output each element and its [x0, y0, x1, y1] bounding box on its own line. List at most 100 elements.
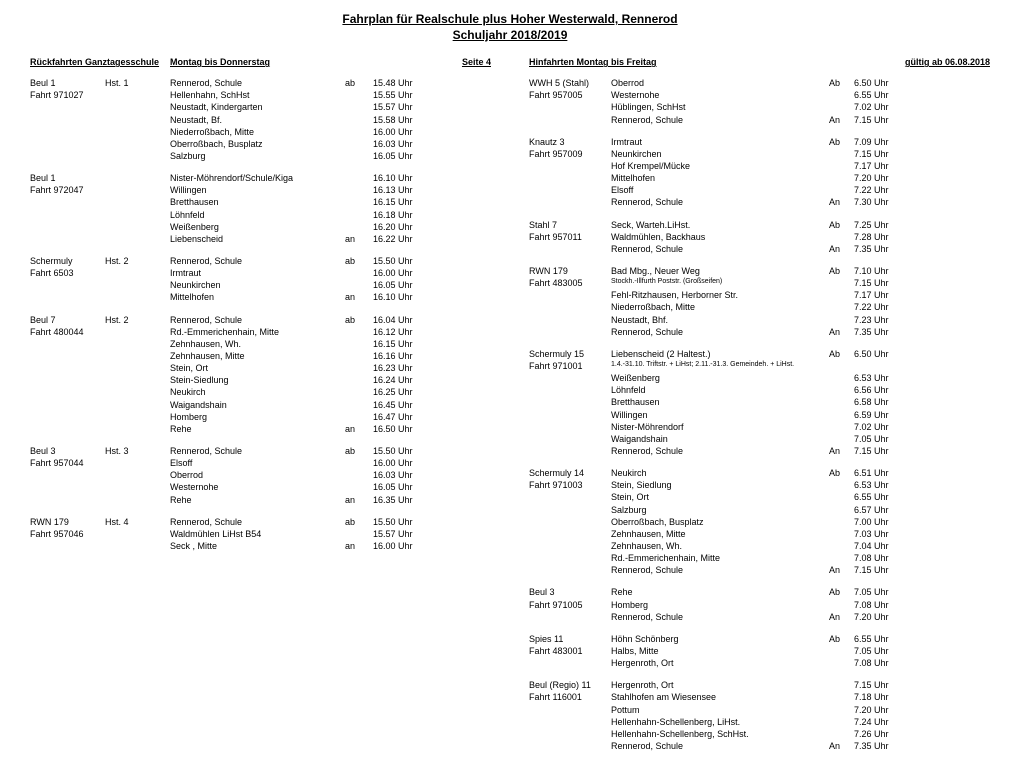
ab-an-cell	[829, 504, 854, 516]
route-cell	[30, 196, 105, 208]
schedule-row: Neustadt, Kindergarten15.57 Uhr	[30, 101, 491, 113]
time-cell: 16.12 Uhr	[373, 326, 423, 338]
stop-cell: Irmtraut	[170, 267, 345, 279]
time-cell: 16.05 Uhr	[373, 481, 423, 493]
route-cell	[30, 494, 105, 506]
ab-an-cell	[345, 172, 373, 184]
stop-cell: Waldmühlen, Backhaus	[611, 231, 829, 243]
schedule-row: Fahrt 116001Stahlhofen am Wiesensee7.18 …	[529, 691, 990, 703]
hst-cell: Hst. 4	[105, 516, 170, 528]
route-cell	[529, 445, 611, 457]
hst-cell	[105, 481, 170, 493]
hst-cell: Hst. 2	[105, 314, 170, 326]
ab-an-cell: ab	[345, 314, 373, 326]
time-cell: 6.59 Uhr	[854, 409, 909, 421]
hst-cell	[105, 150, 170, 162]
left-header: Rückfahrten Ganztagesschule Montag bis D…	[30, 57, 491, 67]
schedule-row: Bretthausen16.15 Uhr	[30, 196, 491, 208]
stop-cell: Rennerod, Schule	[170, 516, 345, 528]
route-cell: Fahrt 6503	[30, 267, 105, 279]
route-cell: Schermuly 14	[529, 467, 611, 479]
route-cell	[529, 433, 611, 445]
route-cell	[529, 716, 611, 728]
schedule-row: Knautz 3IrmtrautAb7.09 Uhr	[529, 136, 990, 148]
ab-an-cell	[345, 209, 373, 221]
stop-cell: Neunkirchen	[611, 148, 829, 160]
schedule-row: WWH 5 (Stahl)OberrodAb6.50 Uhr	[529, 77, 990, 89]
schedule-row: Liebenscheidan16.22 Uhr	[30, 233, 491, 245]
ab-an-cell	[829, 728, 854, 740]
schedule-row: Salzburg6.57 Uhr	[529, 504, 990, 516]
ab-an-cell: an	[345, 291, 373, 303]
schedule-row: Beul 7Hst. 2Rennerod, Schuleab16.04 Uhr	[30, 314, 491, 326]
stop-cell: Nister-Möhrendorf	[611, 421, 829, 433]
route-cell	[30, 362, 105, 374]
route-cell: Fahrt 116001	[529, 691, 611, 703]
time-cell: 15.50 Uhr	[373, 445, 423, 457]
ab-an-cell	[345, 374, 373, 386]
schedule-row: Rennerod, SchuleAn7.30 Uhr	[529, 196, 990, 208]
route-cell	[529, 409, 611, 421]
time-cell: 15.50 Uhr	[373, 255, 423, 267]
hst-cell	[105, 423, 170, 435]
schedule-row: Salzburg16.05 Uhr	[30, 150, 491, 162]
time-cell: 16.13 Uhr	[373, 184, 423, 196]
ab-an-cell	[829, 691, 854, 703]
hst-cell: Hst. 3	[105, 445, 170, 457]
stop-cell: Rennerod, Schule	[170, 77, 345, 89]
schedule-row: Fahrt 971027Hellenhahn, SchHst15.55 Uhr	[30, 89, 491, 101]
stop-cell: Zehnhausen, Wh.	[611, 540, 829, 552]
ab-an-cell	[829, 372, 854, 384]
schedule-row: Rennerod, SchuleAn7.15 Uhr	[529, 445, 990, 457]
stop-cell: Nister-Möhrendorf/Schule/Kiga	[170, 172, 345, 184]
route-cell	[529, 528, 611, 540]
time-cell: 16.15 Uhr	[373, 338, 423, 350]
schedule-row: Beul (Regio) 11Hergenroth, Ort7.15 Uhr	[529, 679, 990, 691]
schedule-row: RWN 179Hst. 4Rennerod, Schuleab15.50 Uhr	[30, 516, 491, 528]
stop-cell: Waigandshain	[611, 433, 829, 445]
route-cell: Fahrt 483001	[529, 645, 611, 657]
schedule-row: SchermulyHst. 2Rennerod, Schuleab15.50 U…	[30, 255, 491, 267]
route-cell	[30, 386, 105, 398]
stop-cell: Zehnhausen, Wh.	[170, 338, 345, 350]
hst-cell: Hst. 1	[105, 77, 170, 89]
time-cell: 6.55 Uhr	[854, 633, 909, 645]
schedule-row: Beul 1Nister-Möhrendorf/Schule/Kiga16.10…	[30, 172, 491, 184]
stop-cell: Pottum	[611, 704, 829, 716]
time-cell: 16.04 Uhr	[373, 314, 423, 326]
stop-cell: Rennerod, Schule	[170, 445, 345, 457]
route-cell: Fahrt 480044	[30, 326, 105, 338]
time-cell: 6.50 Uhr	[854, 348, 909, 360]
time-cell: 7.04 Uhr	[854, 540, 909, 552]
time-cell: 7.23 Uhr	[854, 314, 909, 326]
time-cell: 6.56 Uhr	[854, 384, 909, 396]
schedule-block: Knautz 3IrmtrautAb7.09 UhrFahrt 957009Ne…	[529, 136, 990, 209]
hst-cell	[105, 350, 170, 362]
schedule-row: Waigandshain7.05 Uhr	[529, 433, 990, 445]
ab-an-cell: An	[829, 114, 854, 126]
stop-cell: Hellenhahn-Schellenberg, LiHst.	[611, 716, 829, 728]
time-cell: 15.57 Uhr	[373, 101, 423, 113]
schedule-row: Stahl 7Seck, Warteh.LiHst.Ab7.25 Uhr	[529, 219, 990, 231]
route-cell	[30, 350, 105, 362]
schedule-row: Rennerod, SchuleAn7.15 Uhr	[529, 564, 990, 576]
route-cell	[529, 564, 611, 576]
ab-an-cell: ab	[345, 445, 373, 457]
stop-cell: Elsoff	[611, 184, 829, 196]
route-cell	[529, 384, 611, 396]
route-cell: Fahrt 971005	[529, 599, 611, 611]
route-cell	[529, 101, 611, 113]
stop-cell: Homberg	[611, 599, 829, 611]
stop-cell: Rd.-Emmerichenhain, Mitte	[611, 552, 829, 564]
time-cell: 16.10 Uhr	[373, 291, 423, 303]
time-cell: 16.25 Uhr	[373, 386, 423, 398]
schedule-row: Hüblingen, SchHst7.02 Uhr	[529, 101, 990, 113]
stop-cell: Mittelhofen	[611, 172, 829, 184]
schedule-row: Schermuly 14NeukirchAb6.51 Uhr	[529, 467, 990, 479]
time-cell	[854, 360, 909, 372]
stop-cell: Rennerod, Schule	[611, 445, 829, 457]
ab-an-cell: Ab	[829, 348, 854, 360]
time-cell: 15.57 Uhr	[373, 528, 423, 540]
route-cell: WWH 5 (Stahl)	[529, 77, 611, 89]
stop-cell: Westernohe	[611, 89, 829, 101]
